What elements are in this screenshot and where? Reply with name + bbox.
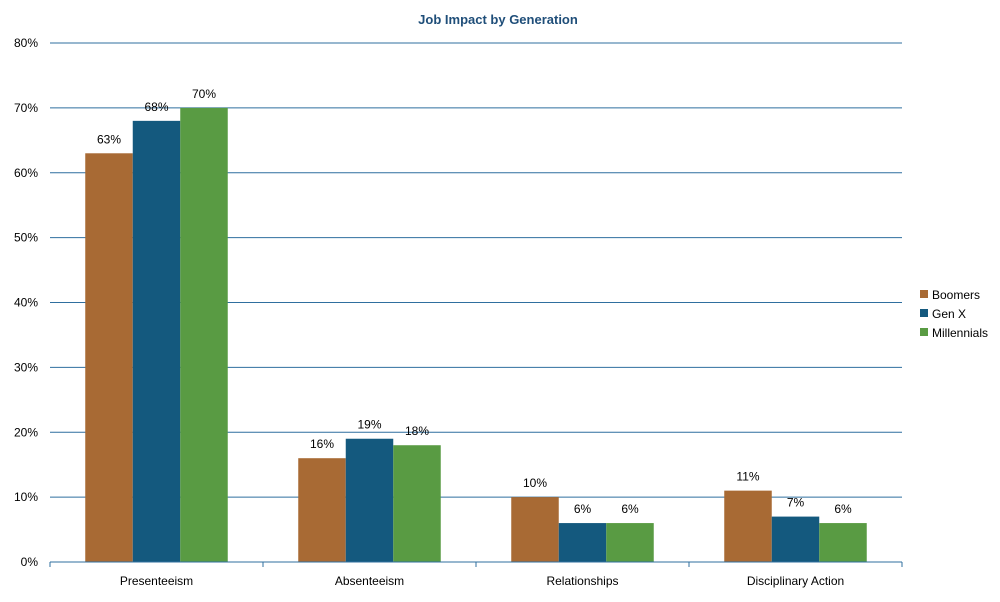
bar	[298, 458, 346, 562]
bar	[85, 153, 133, 562]
y-tick-label: 40%	[14, 296, 38, 310]
data-label: 63%	[97, 132, 121, 146]
x-category-label: Disciplinary Action	[747, 574, 844, 588]
y-tick-label: 30%	[14, 360, 38, 374]
data-label: 19%	[357, 418, 381, 432]
y-tick-label: 80%	[14, 36, 38, 50]
bar	[393, 445, 441, 562]
data-labels: 63% 16% 10% 11% 68% 19% 6% 7% 70% 18% 6% 6%	[97, 87, 852, 516]
data-label: 11%	[736, 470, 759, 484]
bar	[606, 523, 654, 562]
bar	[819, 523, 867, 562]
y-tick-label: 0%	[21, 555, 39, 569]
legend-swatch	[920, 290, 928, 298]
y-tick-label: 10%	[14, 490, 38, 504]
bar	[511, 497, 559, 562]
chart-title: Job Impact by Generation	[418, 12, 578, 27]
y-tick-label: 50%	[14, 231, 38, 245]
y-tick-label: 20%	[14, 425, 38, 439]
data-label: 6%	[834, 502, 852, 516]
bar	[771, 516, 820, 562]
x-category-label: Presenteeism	[120, 574, 193, 588]
data-label: 16%	[310, 437, 334, 451]
bar	[558, 523, 607, 562]
data-label: 6%	[621, 502, 639, 516]
bars	[85, 107, 867, 562]
x-category-label: Relationships	[546, 574, 618, 588]
y-tick-label: 70%	[14, 101, 38, 115]
data-label: 10%	[523, 476, 547, 490]
bar	[724, 490, 772, 562]
data-label: 68%	[144, 100, 168, 114]
bar	[132, 120, 181, 562]
y-axis: 0% 10% 20% 30% 40% 50% 60% 70% 80%	[14, 36, 38, 569]
bar	[345, 438, 394, 562]
legend-label: Gen X	[932, 307, 966, 321]
legend-label: Boomers	[932, 288, 980, 302]
bar	[180, 107, 228, 562]
data-label: 70%	[192, 87, 216, 101]
x-axis: Presenteeism Absenteeism Relationships Disc…	[49, 561, 903, 588]
legend-swatch	[920, 328, 928, 336]
data-label: 18%	[405, 424, 429, 438]
legend-swatch	[920, 309, 928, 317]
legend: Boomers Gen X Millennials	[920, 288, 988, 340]
data-label: 7%	[787, 496, 805, 510]
y-tick-label: 60%	[14, 166, 38, 180]
legend-label: Millennials	[932, 326, 988, 340]
x-category-label: Absenteeism	[335, 574, 404, 588]
data-label: 6%	[574, 502, 592, 516]
